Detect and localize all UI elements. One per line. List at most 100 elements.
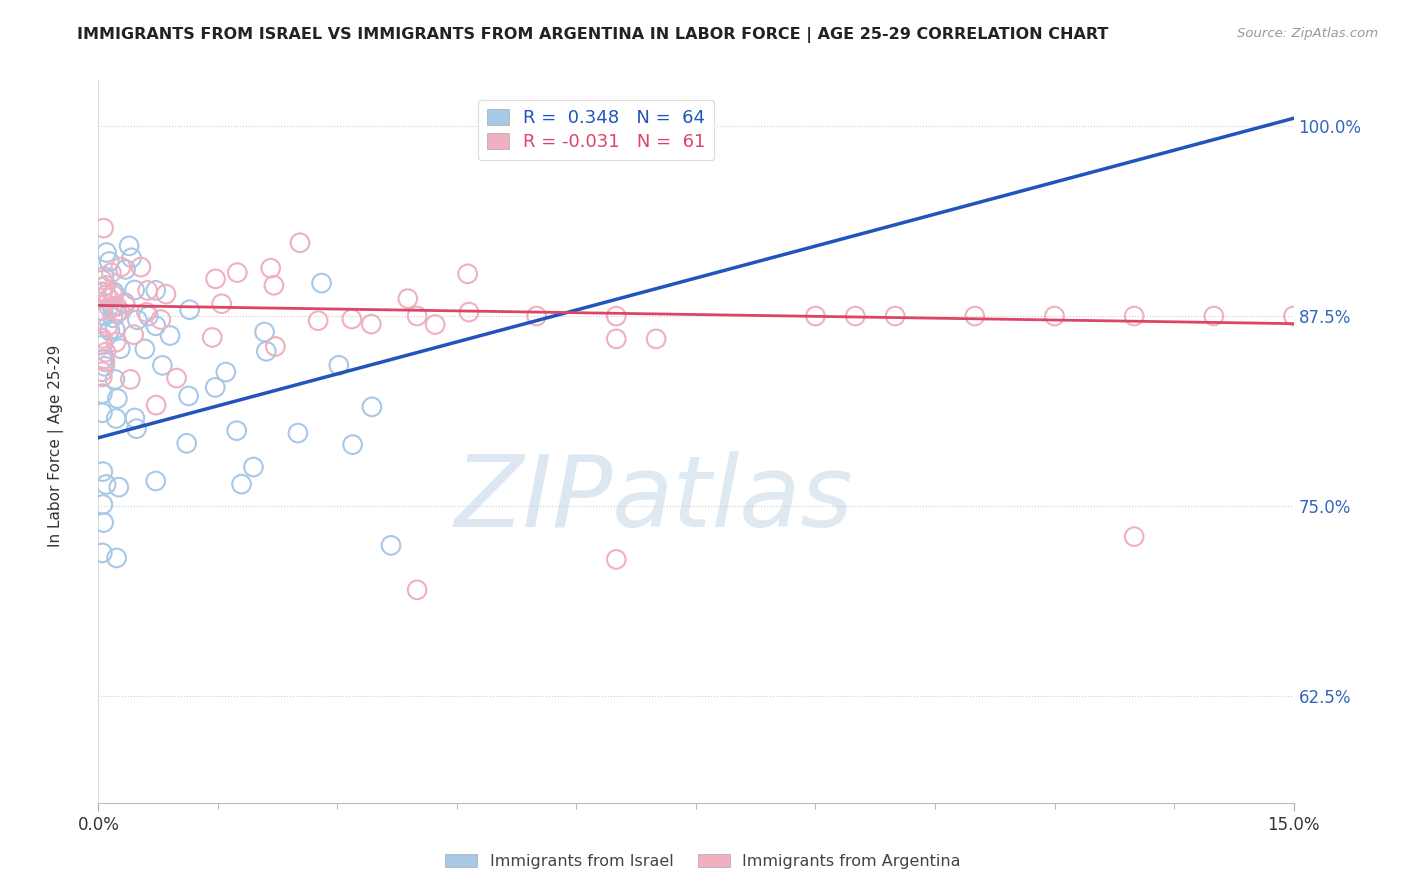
Point — [125, 422, 148, 436]
Point — [406, 582, 429, 597]
Point — [138, 309, 160, 323]
Point — [231, 477, 253, 491]
Point — [101, 301, 124, 315]
Point — [91, 285, 114, 300]
Point — [101, 310, 124, 325]
Point — [179, 302, 201, 317]
Point — [149, 312, 172, 326]
Point — [107, 392, 129, 406]
Point — [94, 355, 117, 369]
Point — [97, 300, 120, 314]
Point — [91, 273, 114, 287]
Point — [253, 325, 276, 339]
Point — [152, 359, 174, 373]
Point — [1123, 309, 1146, 323]
Point — [91, 546, 114, 560]
Point — [105, 550, 128, 565]
Point — [108, 304, 131, 318]
Point — [211, 297, 233, 311]
Point — [96, 319, 118, 334]
Point — [134, 342, 156, 356]
Point — [93, 221, 115, 235]
Point — [114, 262, 136, 277]
Point — [260, 261, 283, 276]
Point — [166, 371, 188, 385]
Point — [145, 398, 167, 412]
Point — [93, 309, 115, 323]
Point — [242, 460, 264, 475]
Point — [101, 288, 124, 302]
Point — [98, 254, 121, 268]
Point — [201, 330, 224, 344]
Point — [105, 299, 128, 313]
Point — [804, 309, 827, 323]
Point — [884, 309, 907, 323]
Point — [340, 312, 363, 326]
Point — [110, 342, 132, 356]
Point — [311, 276, 333, 290]
Point — [360, 317, 382, 331]
Legend: R =  0.348   N =  64, R = -0.031   N =  61: R = 0.348 N = 64, R = -0.031 N = 61 — [478, 100, 714, 161]
Point — [118, 239, 141, 253]
Point — [605, 309, 627, 323]
Point — [96, 245, 118, 260]
Point — [104, 322, 127, 336]
Point — [91, 303, 114, 318]
Text: ZIP: ZIP — [454, 450, 613, 548]
Text: atlas: atlas — [613, 450, 853, 548]
Point — [457, 267, 479, 281]
Point — [396, 292, 419, 306]
Point — [91, 370, 114, 384]
Point — [98, 323, 121, 337]
Point — [287, 426, 309, 441]
Point — [105, 411, 128, 425]
Point — [91, 465, 114, 479]
Point — [93, 516, 115, 530]
Point — [110, 260, 132, 274]
Point — [458, 305, 481, 319]
Point — [98, 324, 121, 338]
Point — [177, 389, 200, 403]
Point — [226, 266, 249, 280]
Point — [145, 283, 167, 297]
Text: Source: ZipAtlas.com: Source: ZipAtlas.com — [1237, 27, 1378, 40]
Point — [91, 386, 114, 401]
Point — [122, 327, 145, 342]
Point — [145, 318, 167, 333]
Point — [844, 309, 866, 323]
Point — [96, 288, 118, 302]
Point — [307, 314, 329, 328]
Point — [204, 272, 226, 286]
Point — [288, 235, 311, 250]
Point — [361, 400, 384, 414]
Point — [145, 474, 167, 488]
Point — [121, 251, 143, 265]
Point — [104, 372, 127, 386]
Point — [93, 359, 115, 374]
Point — [93, 269, 115, 284]
Point — [127, 313, 149, 327]
Point — [105, 306, 128, 320]
Point — [328, 359, 350, 373]
Point — [91, 353, 114, 368]
Point — [91, 285, 114, 299]
Point — [1282, 309, 1305, 323]
Point — [91, 331, 114, 345]
Point — [103, 285, 125, 299]
Point — [91, 406, 114, 420]
Point — [108, 480, 131, 494]
Point — [605, 332, 627, 346]
Point — [120, 372, 142, 386]
Point — [98, 291, 121, 305]
Point — [254, 344, 277, 359]
Point — [114, 297, 136, 311]
Point — [406, 309, 429, 323]
Point — [91, 280, 114, 294]
Point — [225, 424, 247, 438]
Point — [176, 436, 198, 450]
Point — [526, 309, 548, 323]
Legend: Immigrants from Israel, Immigrants from Argentina: Immigrants from Israel, Immigrants from … — [439, 847, 967, 875]
Point — [129, 260, 152, 274]
Point — [124, 283, 146, 297]
Point — [264, 339, 287, 353]
